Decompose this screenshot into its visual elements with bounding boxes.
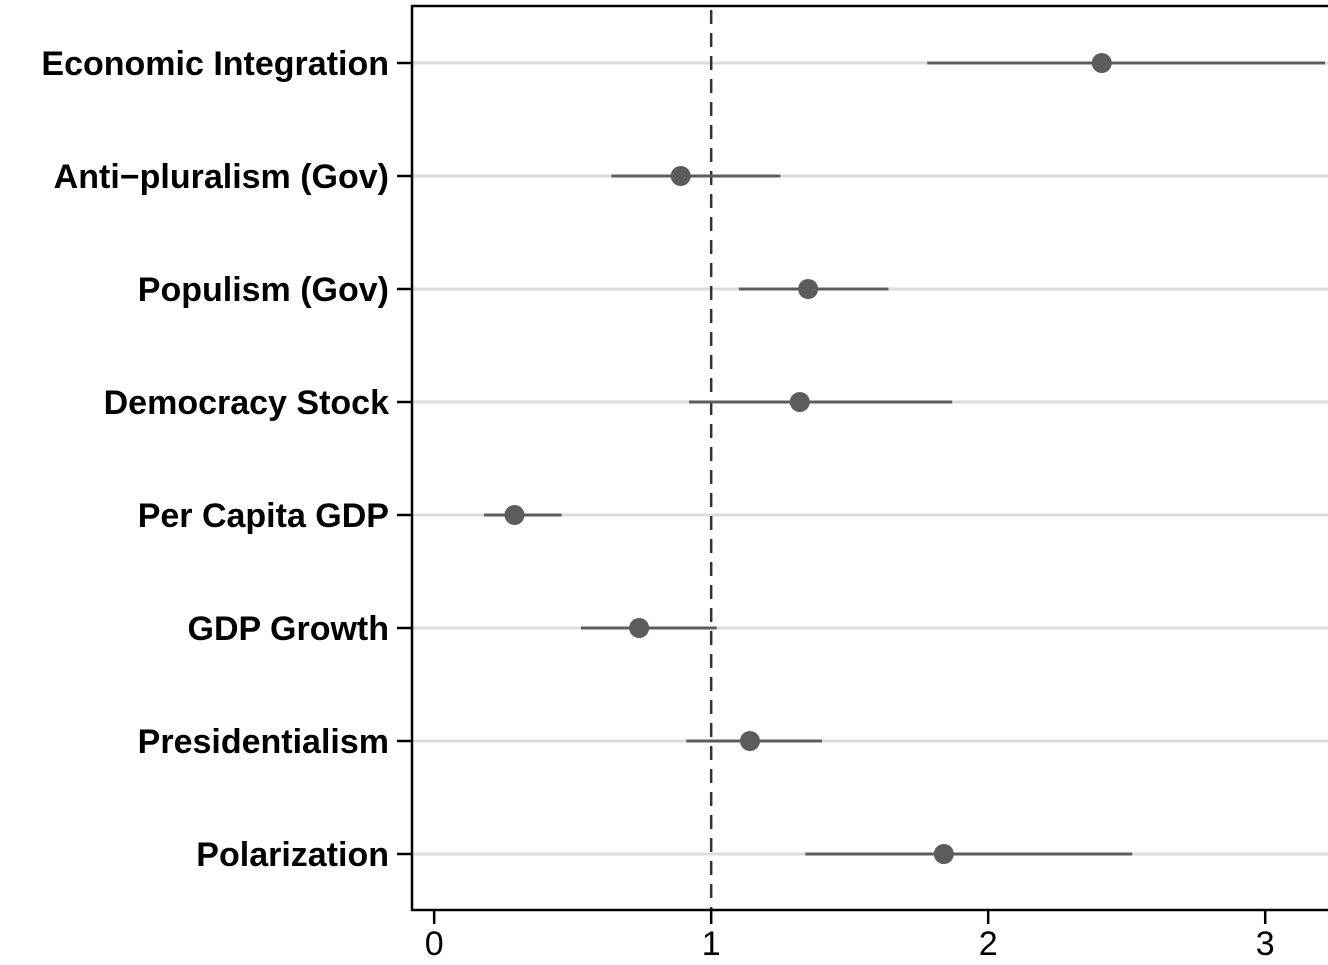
x-tick-label: 0 — [425, 925, 444, 963]
y-tick-label: Polarization — [196, 836, 389, 874]
x-axis-ticks: 0 1 2 3 — [425, 910, 1275, 963]
x-tick-label: 2 — [979, 925, 998, 963]
point-estimate — [504, 505, 525, 525]
axis-frame — [410, 4, 1328, 912]
point-estimate — [670, 166, 691, 186]
point-estimate — [1091, 53, 1112, 73]
x-tick-label: 1 — [702, 925, 721, 963]
point-estimates — [504, 53, 1112, 864]
y-tick-label: Economic Integration — [41, 45, 389, 83]
y-tick-label: GDP Growth — [188, 610, 390, 648]
y-tick-label: Per Capita GDP — [138, 497, 389, 535]
point-estimate — [629, 618, 650, 638]
confidence-intervals — [484, 61, 1325, 856]
point-estimate — [739, 731, 760, 751]
x-tick-label: 3 — [1256, 925, 1275, 963]
y-tick-label: Democracy Stock — [104, 384, 389, 422]
grid-lines — [412, 61, 1328, 856]
y-tick-label: Anti−pluralism (Gov) — [54, 158, 389, 196]
point-estimate — [789, 392, 810, 412]
point-estimate — [798, 279, 819, 299]
y-tick-label: Populism (Gov) — [138, 271, 389, 309]
y-axis-labels: Economic Integration Anti−pluralism (Gov)… — [41, 45, 412, 874]
point-estimate — [933, 844, 954, 864]
y-tick-label: Presidentialism — [138, 723, 389, 761]
plot-frame — [410, 4, 1328, 912]
